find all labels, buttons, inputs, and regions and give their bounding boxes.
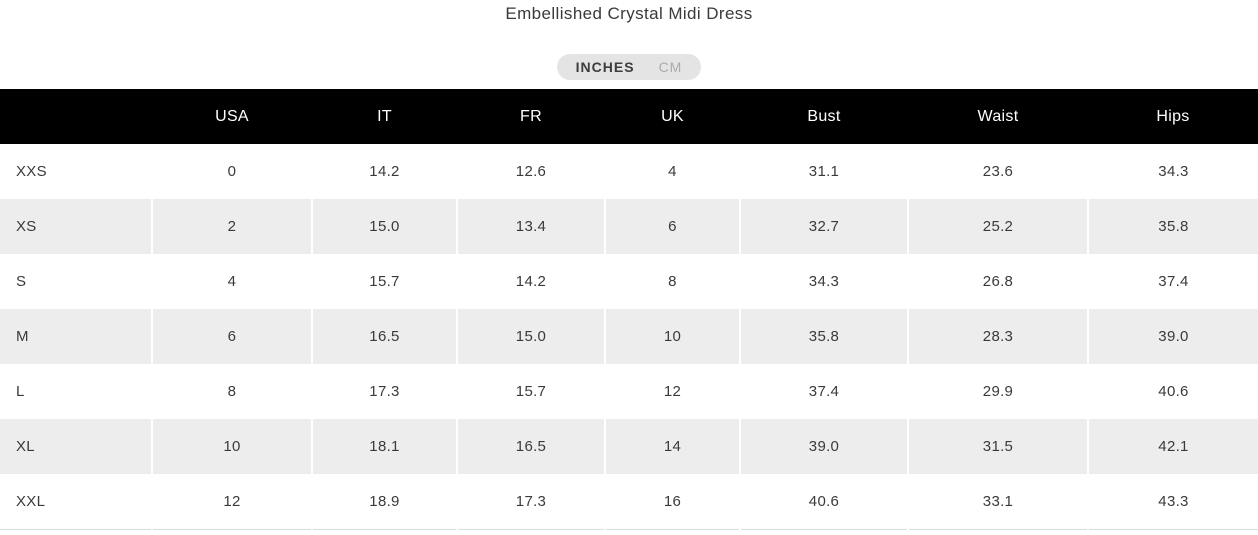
cell-waist: 28.3	[907, 309, 1088, 364]
cell-bust: 40.6	[739, 474, 908, 529]
size-chart-table: USA IT FR UK Bust Waist Hips XXS 0 14.2 12.6 4 31.1…	[0, 89, 1258, 530]
cell-bust: 34.3	[739, 254, 908, 309]
page-title: Embellished Crystal Midi Dress	[505, 4, 753, 23]
column-header-bust: Bust	[807, 107, 841, 125]
size-row-m: M 6 16.5 15.0 10 35.8 28.3 39.0	[0, 309, 1258, 364]
size-label: XXS	[16, 163, 47, 180]
cell-fr: 15.0	[456, 309, 605, 364]
size-chart-header: USA IT FR UK Bust Waist Hips	[0, 89, 1258, 144]
cell-hips: 40.6	[1087, 364, 1258, 419]
cell-bust: 35.8	[739, 309, 908, 364]
cell-it: 14.2	[311, 144, 457, 199]
cell-uk: 10	[604, 309, 740, 364]
size-label: S	[16, 273, 27, 290]
size-row-xs: XS 2 15.0 13.4 6 32.7 25.2 35.8	[0, 199, 1258, 254]
cell-uk: 16	[604, 474, 740, 529]
column-header-usa: USA	[215, 107, 249, 125]
cell-waist: 33.1	[907, 474, 1088, 529]
size-label: L	[16, 383, 25, 400]
cell-fr: 12.6	[456, 144, 605, 199]
column-header-it: IT	[377, 107, 392, 125]
cell-bust: 32.7	[739, 199, 908, 254]
cell-bust: 31.1	[739, 144, 908, 199]
cell-fr: 17.3	[456, 474, 605, 529]
size-row-xxs: XXS 0 14.2 12.6 4 31.1 23.6 34.3	[0, 144, 1258, 199]
size-label: XL	[16, 438, 35, 455]
cell-uk: 12	[604, 364, 740, 419]
size-row-s: S 4 15.7 14.2 8 34.3 26.8 37.4	[0, 254, 1258, 309]
cell-bust: 39.0	[739, 419, 908, 474]
cell-usa: 4	[151, 254, 312, 309]
cell-uk: 4	[604, 144, 740, 199]
size-row-xxl: XXL 12 18.9 17.3 16 40.6 33.1 43.3	[0, 474, 1258, 529]
cell-usa: 10	[151, 419, 312, 474]
unit-toggle-inches[interactable]: INCHES	[576, 54, 635, 80]
cell-fr: 13.4	[456, 199, 605, 254]
cell-fr: 14.2	[456, 254, 605, 309]
cell-fr: 15.7	[456, 364, 605, 419]
size-chart-body: XXS 0 14.2 12.6 4 31.1 23.6 34.3 XS 2 15.0 13.4 6 32.…	[0, 144, 1258, 529]
cell-hips: 43.3	[1087, 474, 1258, 529]
column-header-fr: FR	[520, 107, 542, 125]
cell-uk: 6	[604, 199, 740, 254]
cell-uk: 8	[604, 254, 740, 309]
cell-bust: 37.4	[739, 364, 908, 419]
cell-usa: 2	[151, 199, 312, 254]
cell-uk: 14	[604, 419, 740, 474]
column-header-hips: Hips	[1156, 107, 1190, 125]
cell-hips: 37.4	[1087, 254, 1258, 309]
size-label: M	[16, 328, 29, 345]
unit-toggle-wrap: INCHES CM	[0, 54, 1258, 80]
size-label: XXL	[16, 492, 46, 510]
cell-hips: 39.0	[1087, 309, 1258, 364]
size-row-l: L 8 17.3 15.7 12 37.4 29.9 40.6	[0, 364, 1258, 419]
column-header-size	[0, 89, 152, 144]
column-header-waist: Waist	[977, 107, 1019, 125]
cell-it: 16.5	[311, 309, 457, 364]
cell-it: 17.3	[311, 364, 457, 419]
cell-waist: 25.2	[907, 199, 1088, 254]
cell-it: 18.1	[311, 419, 457, 474]
cell-hips: 42.1	[1087, 419, 1258, 474]
unit-toggle-cm[interactable]: CM	[659, 54, 683, 80]
cell-usa: 6	[151, 309, 312, 364]
column-header-uk: UK	[661, 107, 684, 125]
header-row: USA IT FR UK Bust Waist Hips	[0, 89, 1258, 144]
size-label: XS	[16, 218, 37, 235]
cell-it: 15.7	[311, 254, 457, 309]
cell-hips: 34.3	[1087, 144, 1258, 199]
size-row-xl: XL 10 18.1 16.5 14 39.0 31.5 42.1	[0, 419, 1258, 474]
cell-it: 15.0	[311, 199, 457, 254]
cell-usa: 8	[151, 364, 312, 419]
cell-waist: 31.5	[907, 419, 1088, 474]
unit-toggle: INCHES CM	[556, 54, 702, 80]
cell-waist: 26.8	[907, 254, 1088, 309]
cell-waist: 23.6	[907, 144, 1088, 199]
cell-waist: 29.9	[907, 364, 1088, 419]
cell-fr: 16.5	[456, 419, 605, 474]
cell-usa: 12	[151, 474, 312, 529]
cell-hips: 35.8	[1087, 199, 1258, 254]
cell-usa: 0	[151, 144, 312, 199]
cell-it: 18.9	[311, 474, 457, 529]
